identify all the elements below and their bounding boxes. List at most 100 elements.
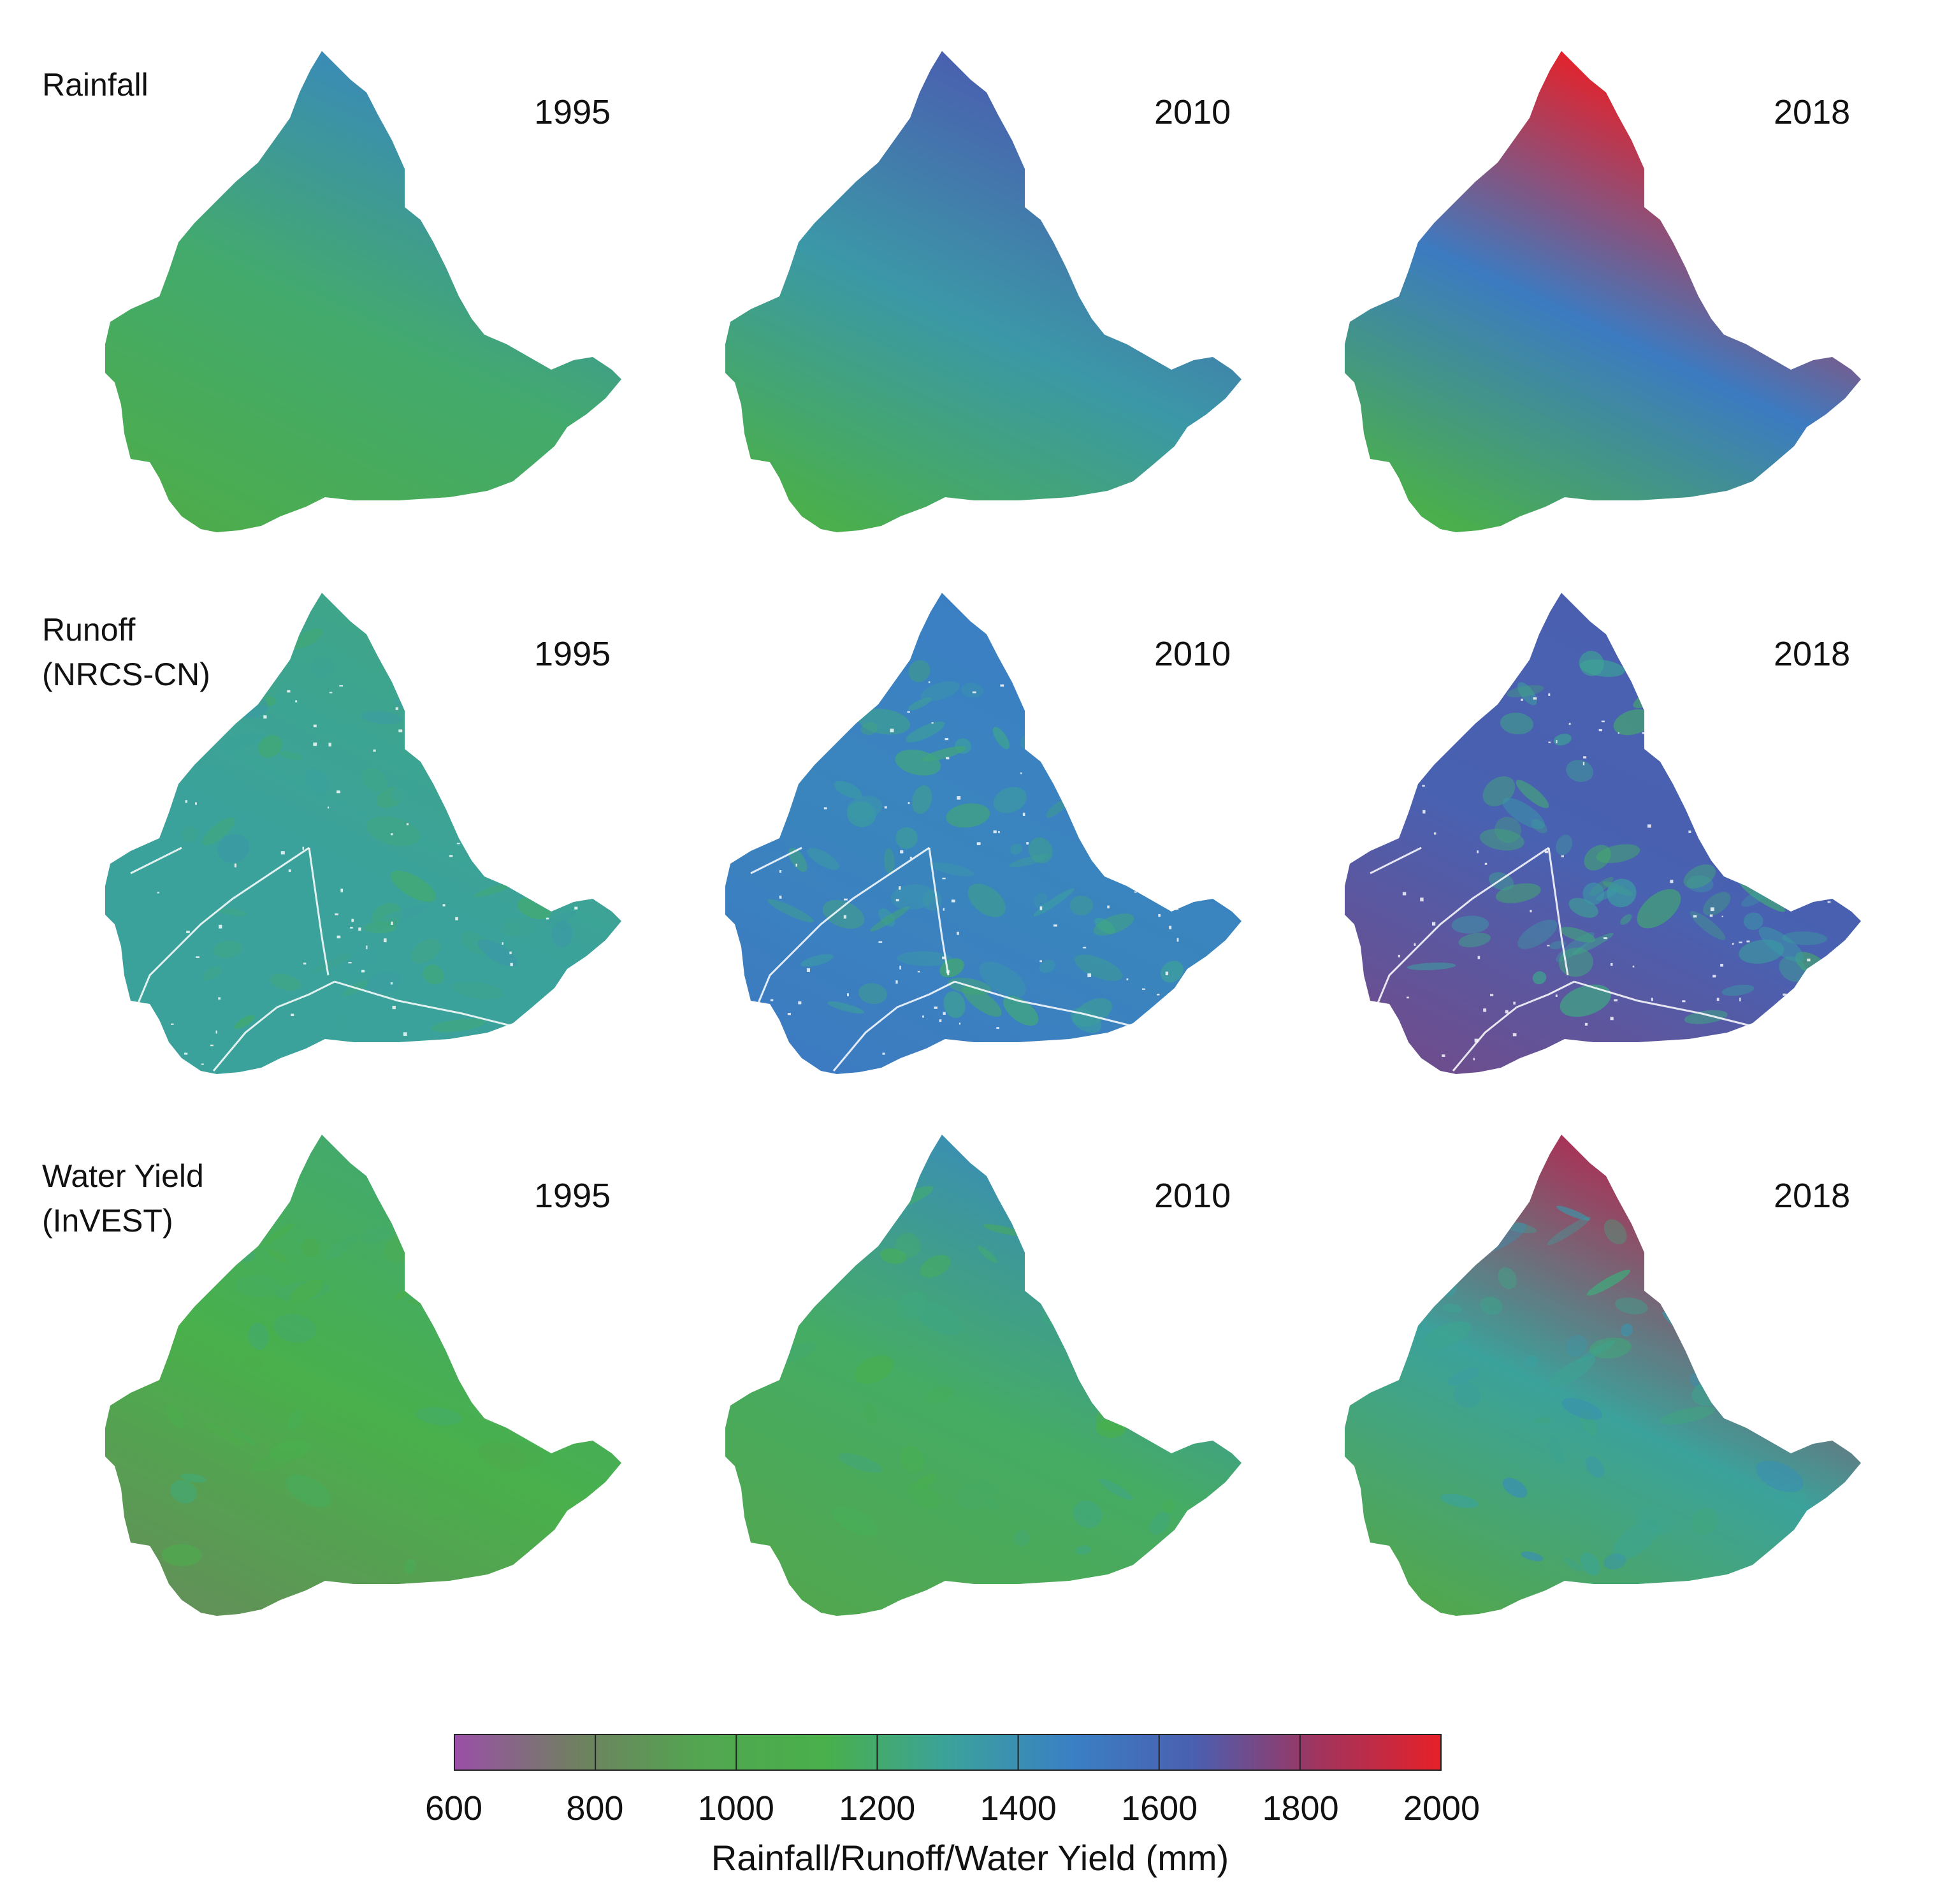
land-cover-patch xyxy=(1118,783,1167,803)
land-cover-patch xyxy=(985,1499,998,1511)
land-cover-patch xyxy=(518,687,554,709)
year-label: 2010 xyxy=(1154,1177,1231,1215)
land-cover-patch xyxy=(1126,713,1140,732)
no-data-pixel xyxy=(210,1044,214,1047)
land-cover-patch xyxy=(213,1260,228,1272)
no-data-pixel xyxy=(201,1063,204,1065)
no-data-pixel xyxy=(1746,940,1750,943)
land-cover-patch xyxy=(1032,716,1056,742)
no-data-pixel xyxy=(1398,954,1400,957)
no-data-pixel xyxy=(1433,832,1437,835)
land-cover-patch xyxy=(270,973,301,991)
land-cover-patch xyxy=(1029,1388,1069,1399)
land-cover-patch xyxy=(263,1223,294,1246)
no-data-pixel xyxy=(391,921,393,925)
no-data-pixel xyxy=(509,951,512,954)
stream-line xyxy=(1372,847,1549,1014)
land-cover-patch xyxy=(394,1291,409,1300)
no-data-pixel xyxy=(446,702,450,706)
no-data-pixel xyxy=(280,851,285,855)
no-data-pixel xyxy=(1674,713,1677,716)
land-cover-patch xyxy=(1182,864,1196,882)
no-data-pixel xyxy=(951,899,955,903)
no-data-pixel xyxy=(338,1062,343,1065)
no-data-pixel xyxy=(546,917,549,920)
no-data-pixel xyxy=(1082,947,1087,948)
no-data-pixel xyxy=(931,722,934,724)
no-data-pixel xyxy=(403,1032,407,1036)
no-data-pixel xyxy=(1176,938,1179,942)
no-data-pixel xyxy=(161,775,164,779)
no-data-pixel xyxy=(288,869,291,873)
land-cover-patch xyxy=(1524,1355,1538,1367)
land-cover-patch xyxy=(479,1219,528,1255)
no-data-pixel xyxy=(455,917,458,920)
land-cover-patch xyxy=(924,1386,954,1405)
land-cover-patch xyxy=(1502,797,1545,829)
no-data-pixel xyxy=(438,715,441,718)
land-cover-patch xyxy=(405,1559,416,1574)
map-rainfall-1995: 1995 xyxy=(102,48,688,558)
land-cover-patch xyxy=(528,1548,544,1576)
land-cover-patch xyxy=(491,699,512,715)
watershed-area xyxy=(725,593,1241,1074)
land-cover-patch xyxy=(166,1403,185,1429)
no-data-pixel xyxy=(1548,741,1551,743)
land-cover-patch xyxy=(412,687,451,714)
no-data-pixel xyxy=(884,806,887,809)
year-label: 1995 xyxy=(534,93,611,131)
land-cover-patch xyxy=(1691,1508,1718,1536)
stream-line xyxy=(308,847,329,976)
land-cover-patch xyxy=(301,1239,320,1258)
land-cover-patch xyxy=(1010,843,1023,855)
land-cover-patch xyxy=(1613,709,1654,736)
watershed-area xyxy=(1345,51,1861,532)
no-data-pixel xyxy=(1772,837,1776,839)
land-cover-patch xyxy=(1534,1416,1552,1424)
land-cover-patch xyxy=(505,1441,543,1468)
no-data-pixel xyxy=(547,899,550,902)
no-data-pixel xyxy=(450,1040,454,1044)
land-cover-patch xyxy=(1470,670,1482,697)
no-data-pixel xyxy=(1807,958,1811,962)
land-cover-patch xyxy=(1084,1175,1117,1203)
no-data-pixel xyxy=(1045,1061,1048,1065)
land-cover-patch xyxy=(906,721,945,743)
no-data-pixel xyxy=(1505,1010,1509,1014)
no-data-pixel xyxy=(456,843,460,845)
no-data-pixel xyxy=(1718,699,1721,701)
watershed-map xyxy=(1345,1135,1861,1616)
land-cover-patch xyxy=(546,910,576,926)
land-cover-patch xyxy=(895,749,941,776)
no-data-pixel xyxy=(392,1005,396,1010)
land-cover-patch xyxy=(273,1314,316,1343)
land-cover-patch xyxy=(474,882,517,897)
no-data-pixel xyxy=(939,1019,942,1022)
land-cover-patch xyxy=(1521,1552,1544,1562)
land-cover-patch xyxy=(1407,963,1456,970)
no-data-pixel xyxy=(172,681,175,684)
no-data-pixel xyxy=(895,899,899,902)
no-data-pixel xyxy=(1477,956,1480,959)
no-data-pixel xyxy=(1710,907,1714,912)
no-data-pixel xyxy=(1820,896,1822,899)
no-data-pixel xyxy=(1548,693,1551,696)
no-data-pixel xyxy=(1064,716,1068,720)
no-data-pixel xyxy=(1792,999,1795,1003)
no-data-pixel xyxy=(196,956,199,958)
land-cover-patch xyxy=(480,661,514,685)
land-cover-patch xyxy=(1503,1186,1519,1199)
map-runoff-1995: 1995 xyxy=(102,590,688,1100)
no-data-pixel xyxy=(373,749,376,752)
land-cover-patch xyxy=(1699,1323,1750,1347)
no-data-pixel xyxy=(348,962,352,964)
land-cover-patch xyxy=(1114,796,1141,812)
watershed-area xyxy=(1345,1135,1861,1616)
no-data-pixel xyxy=(1134,891,1137,893)
land-cover-patch xyxy=(289,1279,324,1304)
no-data-pixel xyxy=(1483,1008,1487,1012)
land-cover-patch xyxy=(1703,706,1748,740)
land-cover-patch xyxy=(244,1189,293,1199)
no-data-pixel xyxy=(1115,872,1119,875)
land-cover-patch xyxy=(1716,838,1731,852)
